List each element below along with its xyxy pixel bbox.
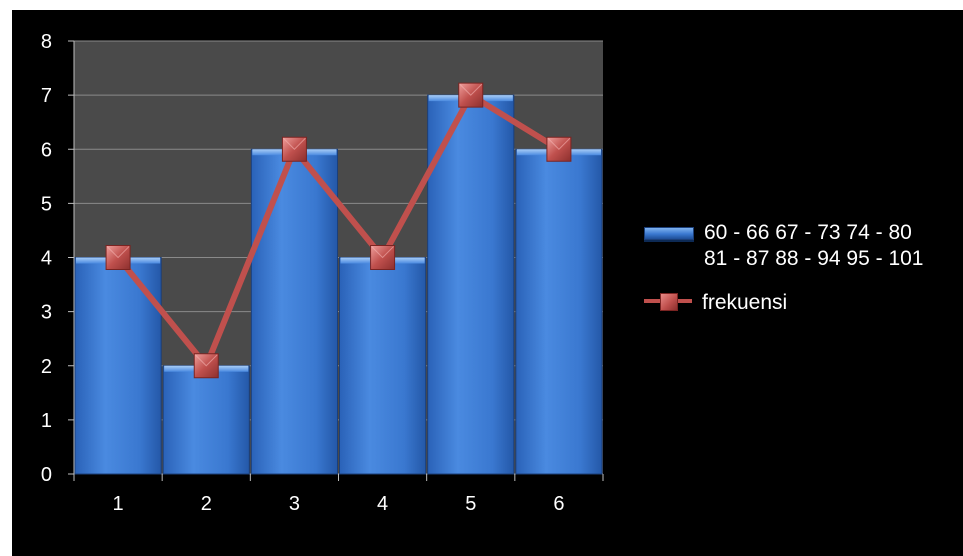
chart: 0 1 2 3 4 5 6 7 8 1 2 3 4 5 6 <box>41 31 604 515</box>
y-tick-label: 3 <box>41 302 52 324</box>
x-tick-label: 4 <box>377 493 388 515</box>
x-tick-label: 3 <box>289 493 300 515</box>
y-tick-label: 6 <box>41 139 52 161</box>
y-tick-label: 0 <box>41 464 52 486</box>
x-tick-label: 1 <box>113 493 124 515</box>
legend-line-swatch-icon <box>644 290 692 312</box>
x-tick-label: 5 <box>465 493 476 515</box>
legend-entry-line: frekuensi <box>644 290 959 316</box>
y-tick-label: 1 <box>41 410 52 432</box>
bar-4 <box>339 257 427 475</box>
bar-6 <box>515 148 603 475</box>
x-tick-label: 2 <box>201 493 212 515</box>
legend-bar-swatch-icon <box>644 227 694 240</box>
line-point-bevel <box>194 354 218 367</box>
legend: 60 - 66 67 - 73 74 - 80 81 - 87 88 - 94 … <box>644 220 959 316</box>
chart-frame: 0 1 2 3 4 5 6 7 8 1 2 3 4 5 6 60 - 66 67 - 73 74 - 80 … <box>12 10 963 556</box>
bar-5 <box>427 94 515 475</box>
bar-2 <box>162 365 250 475</box>
line-point-bevel <box>371 246 394 259</box>
x-tick-label: 6 <box>553 493 564 515</box>
y-tick-label: 7 <box>41 85 52 107</box>
series-line-frekuensi <box>115 92 561 369</box>
bar-3 <box>250 148 338 475</box>
legend-label-bars: 60 - 66 67 - 73 74 - 80 81 - 87 88 - 94 … <box>704 221 924 270</box>
line-point-bevel <box>283 137 306 150</box>
y-tick-label: 4 <box>41 248 52 270</box>
line-point-bevel <box>547 137 571 150</box>
y-tick-label: 5 <box>41 193 52 215</box>
y-tick-label: 2 <box>41 356 52 378</box>
y-tick-label: 8 <box>41 31 52 53</box>
line-point-bevel <box>459 83 483 96</box>
legend-entry-bars: 60 - 66 67 - 73 74 - 80 81 - 87 88 - 94 … <box>644 220 959 272</box>
line-point-bevel <box>106 246 130 259</box>
legend-label-line: frekuensi <box>702 291 788 314</box>
